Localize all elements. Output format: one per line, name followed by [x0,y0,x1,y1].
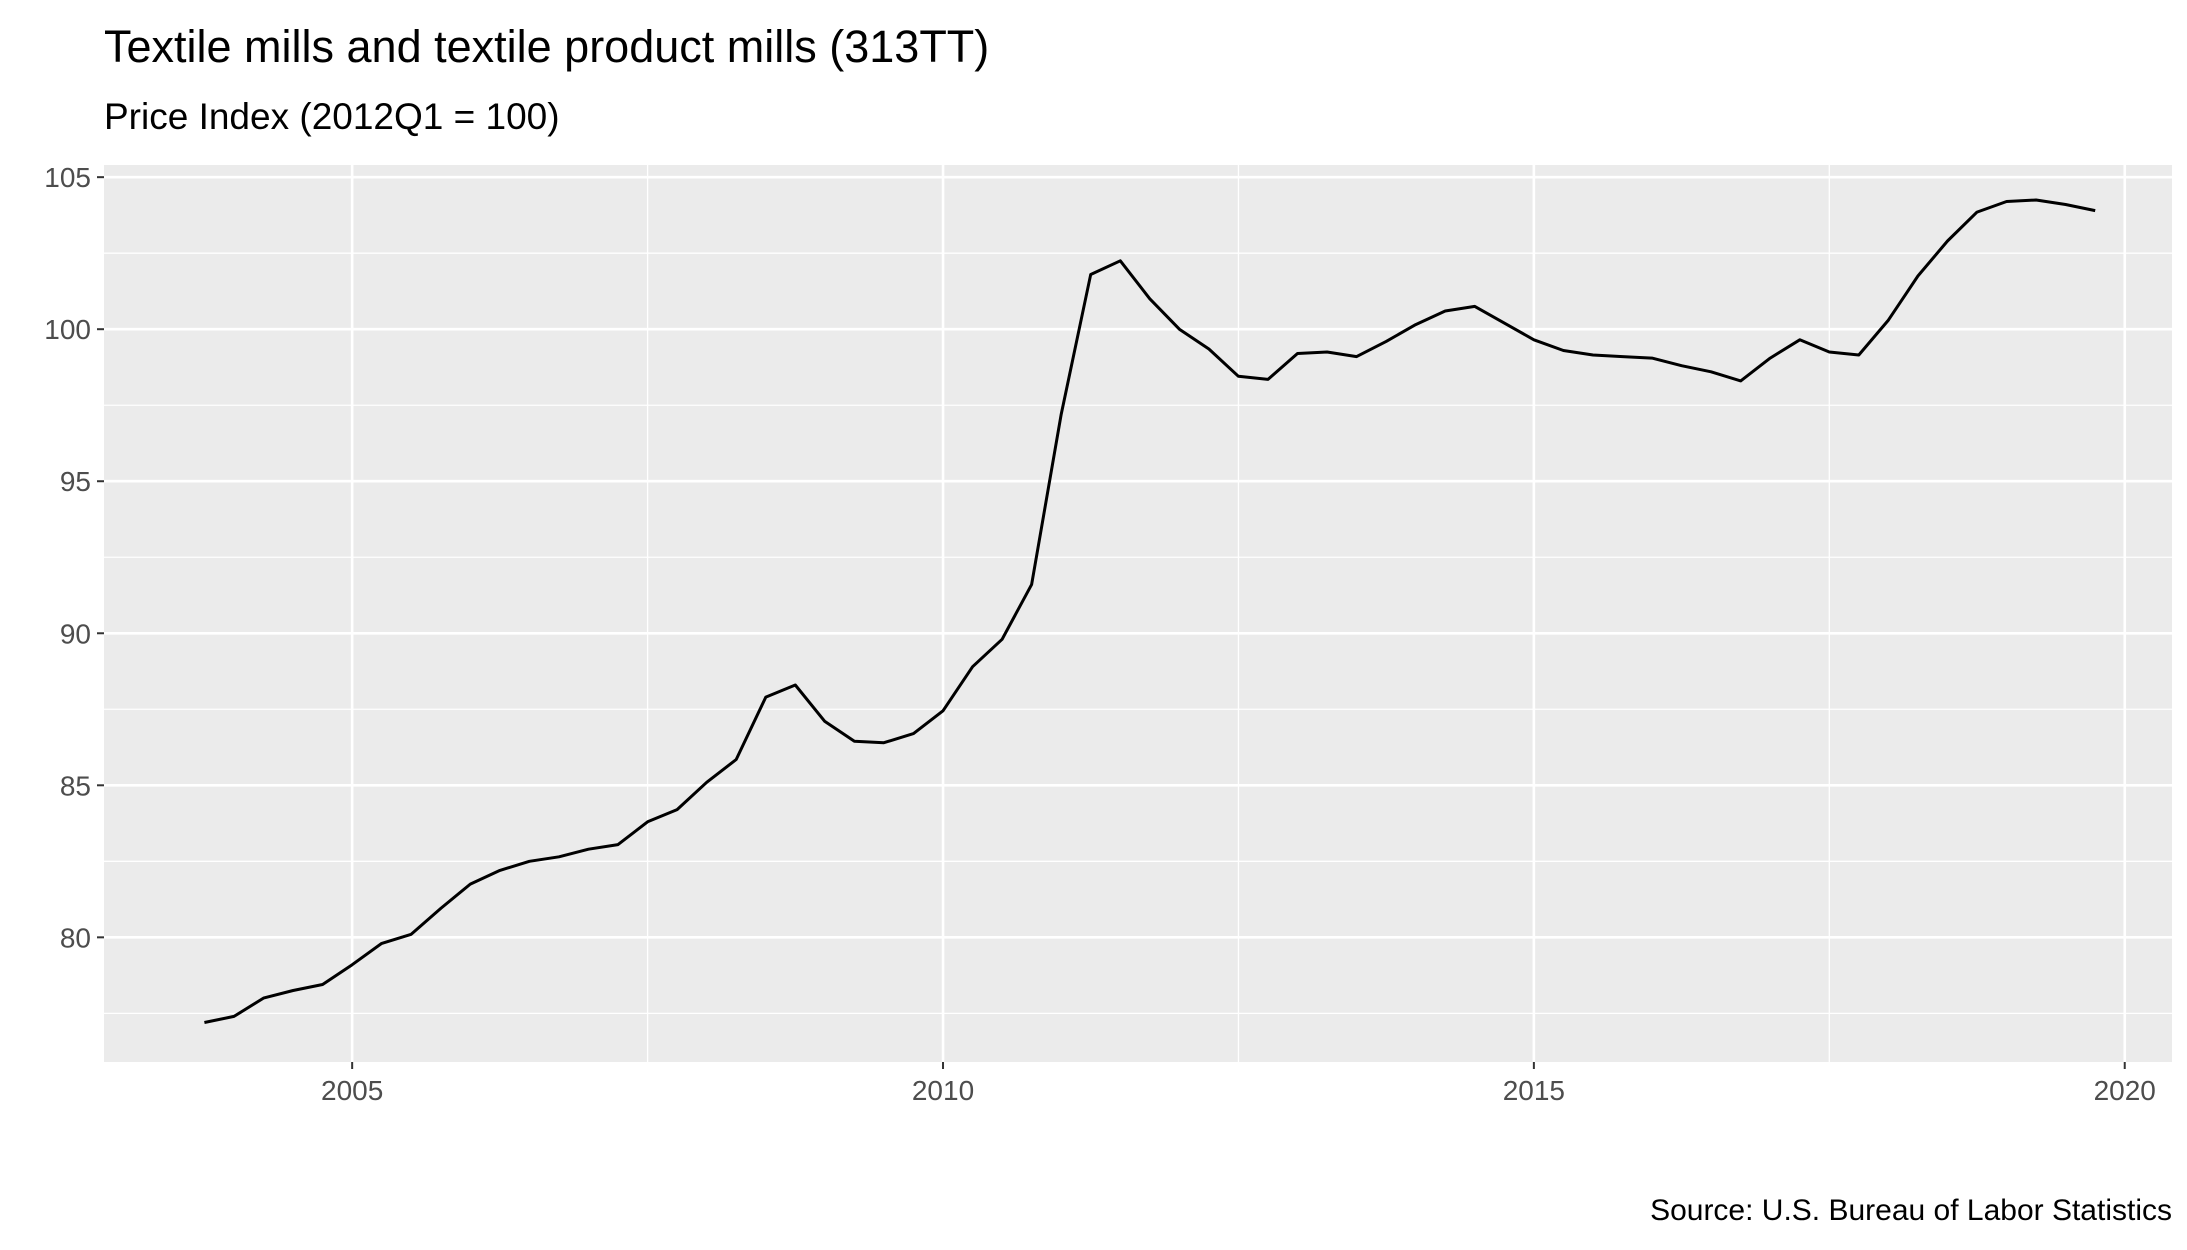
grid-lines [104,165,2172,1062]
chart-caption: Source: U.S. Bureau of Labor Statistics [1650,1194,2172,1227]
y-tick-label: 95 [60,466,91,497]
axis-ticks [97,176,2126,1069]
y-tick-label: 85 [60,770,91,801]
y-tick-label: 100 [44,314,91,345]
plot-panel [104,165,2172,1062]
y-tick-label: 80 [60,922,91,953]
x-tick-label: 2005 [321,1075,383,1106]
y-tick-label: 105 [44,162,91,193]
x-tick-label: 2015 [1503,1075,1565,1106]
x-tick-label: 2020 [2094,1075,2156,1106]
price-index-line [204,198,2096,1024]
tick-labels: 2005 2010 2015 2020 80 85 90 95 100 105 [44,162,2156,1106]
series-layer [204,198,2096,1024]
chart-title: Textile mills and textile product mills … [104,21,989,72]
y-tick-label: 90 [60,618,91,649]
x-tick-label: 2010 [912,1075,974,1106]
chart-subtitle: Price Index (2012Q1 = 100) [104,96,560,137]
